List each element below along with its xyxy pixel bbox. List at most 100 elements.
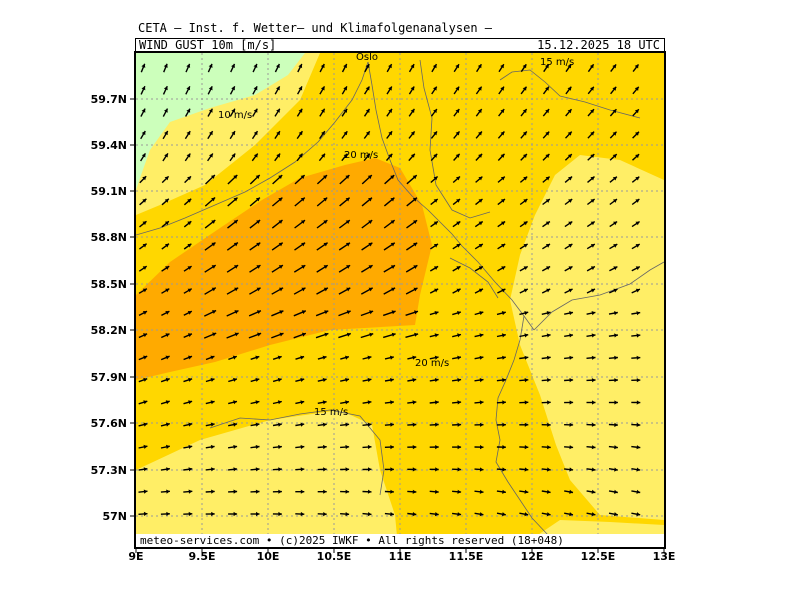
- lon-label: 10E: [256, 550, 280, 563]
- wind-arrow-head: [479, 355, 484, 360]
- wind-arrow-head: [231, 63, 235, 68]
- wind-arrow-head: [143, 444, 148, 449]
- wind-arrow-head: [211, 220, 216, 224]
- wind-arrow-head: [500, 153, 505, 158]
- city-label-oslo: Oslo: [356, 52, 378, 63]
- wind-arrow-head: [143, 377, 148, 382]
- wind-arrow-head: [410, 131, 415, 136]
- wind-arrow-head: [634, 64, 639, 69]
- wind-arrow-head: [209, 153, 213, 158]
- wind-arrow-head: [142, 288, 147, 293]
- wind-arrow-head: [345, 220, 350, 224]
- wind-arrow-head: [591, 512, 596, 517]
- wind-arrow-head: [365, 131, 370, 136]
- wind-arrow-head: [410, 153, 415, 158]
- wind-arrow-head: [413, 287, 418, 292]
- wind-arrow-head: [523, 288, 528, 293]
- wind-arrow-head: [208, 63, 213, 68]
- wind-arrow-head: [368, 287, 373, 292]
- wind-arrow-head: [635, 244, 640, 248]
- wind-arrow-head: [211, 287, 216, 292]
- wind-arrow-head: [368, 467, 372, 472]
- fill-above-20: [136, 158, 432, 380]
- wind-arrow-head: [256, 310, 261, 314]
- contour-label-20-ms-south: 20 m/s: [415, 358, 449, 369]
- wind-arrow-head: [253, 153, 258, 158]
- wind-arrow-head: [502, 355, 506, 360]
- wind-arrow-head: [231, 131, 235, 136]
- wind-arrow-head: [500, 199, 505, 203]
- wind-arrow-head: [524, 355, 529, 360]
- wind-arrow-head: [635, 199, 640, 203]
- wind-arrow-head: [300, 355, 305, 360]
- wind-arrow-head: [142, 311, 147, 315]
- wind-arrow-head: [253, 86, 258, 91]
- wind-arrow-head: [367, 175, 372, 180]
- wind-arrow-head: [547, 422, 551, 427]
- wind-arrow-head: [323, 175, 327, 179]
- wind-arrow-head: [388, 153, 393, 158]
- wind-arrow-head: [456, 221, 461, 226]
- wind-arrow-head: [636, 512, 641, 517]
- wind-arrow-head: [477, 64, 482, 69]
- wind-arrow-head: [546, 333, 551, 338]
- wind-arrow-head: [166, 489, 170, 494]
- wind-arrow-head: [613, 199, 617, 203]
- wind-arrow-head: [188, 444, 193, 449]
- wind-arrow-head: [143, 489, 148, 494]
- wind-arrow-head: [456, 244, 461, 248]
- wind-arrow-head: [390, 422, 394, 427]
- wind-arrow-head: [324, 310, 329, 315]
- wind-arrow-head: [279, 310, 284, 315]
- wind-arrow-head: [279, 287, 284, 292]
- wind-arrow-head: [612, 154, 617, 159]
- wind-arrow-head: [186, 131, 191, 136]
- wind-arrow-head: [412, 355, 417, 360]
- wind-arrow-head: [345, 355, 349, 360]
- wind-arrow-head: [233, 400, 237, 405]
- wind-arrow-head: [186, 63, 191, 68]
- wind-arrow-head: [369, 310, 374, 315]
- wind-arrow-head: [455, 64, 459, 69]
- wind-arrow-head: [233, 511, 238, 517]
- lat-label: 58.8N: [90, 231, 127, 244]
- wind-arrow-head: [635, 221, 640, 226]
- wind-arrow-head: [456, 266, 461, 270]
- wind-arrow-head: [591, 422, 596, 427]
- wind-arrow-head: [278, 175, 283, 179]
- wind-arrow-head: [300, 197, 305, 202]
- wind-arrow-head: [612, 86, 617, 91]
- wind-arrow-head: [141, 86, 146, 91]
- wind-arrow-head: [142, 176, 147, 181]
- wind-arrow-head: [569, 400, 574, 405]
- wind-arrow-head: [456, 288, 461, 293]
- wind-arrow-head: [391, 287, 396, 292]
- wind-arrow-head: [613, 288, 618, 293]
- wind-arrow-head: [276, 153, 281, 158]
- wind-arrow-head: [300, 175, 305, 179]
- wind-arrow-head: [278, 422, 282, 427]
- wind-arrow-head: [457, 311, 461, 315]
- lat-label: 59.4N: [90, 139, 127, 152]
- wind-arrow-head: [614, 467, 618, 472]
- wind-arrow-head: [567, 86, 572, 91]
- wind-arrow-head: [323, 467, 327, 472]
- wind-arrow-head: [478, 221, 483, 226]
- wind-arrow-head: [434, 512, 439, 517]
- wind-arrow-head: [255, 400, 260, 405]
- wind-arrow-head: [410, 108, 415, 113]
- wind-arrow-head: [590, 266, 595, 271]
- wind-arrow-head: [345, 377, 349, 382]
- wind-arrow-head: [457, 422, 462, 427]
- wind-arrow-head: [547, 467, 551, 472]
- wind-arrow-head: [365, 64, 370, 69]
- wind-arrow-head: [255, 422, 260, 427]
- wind-arrow-head: [545, 154, 550, 158]
- wind-arrow-head: [365, 86, 370, 91]
- wind-arrow-head: [300, 422, 305, 427]
- contour-label-15-ms-south: 15 m/s: [314, 407, 348, 418]
- wind-arrow-head: [211, 511, 215, 517]
- wind-arrow-head: [591, 378, 596, 383]
- wind-arrow-head: [523, 199, 528, 203]
